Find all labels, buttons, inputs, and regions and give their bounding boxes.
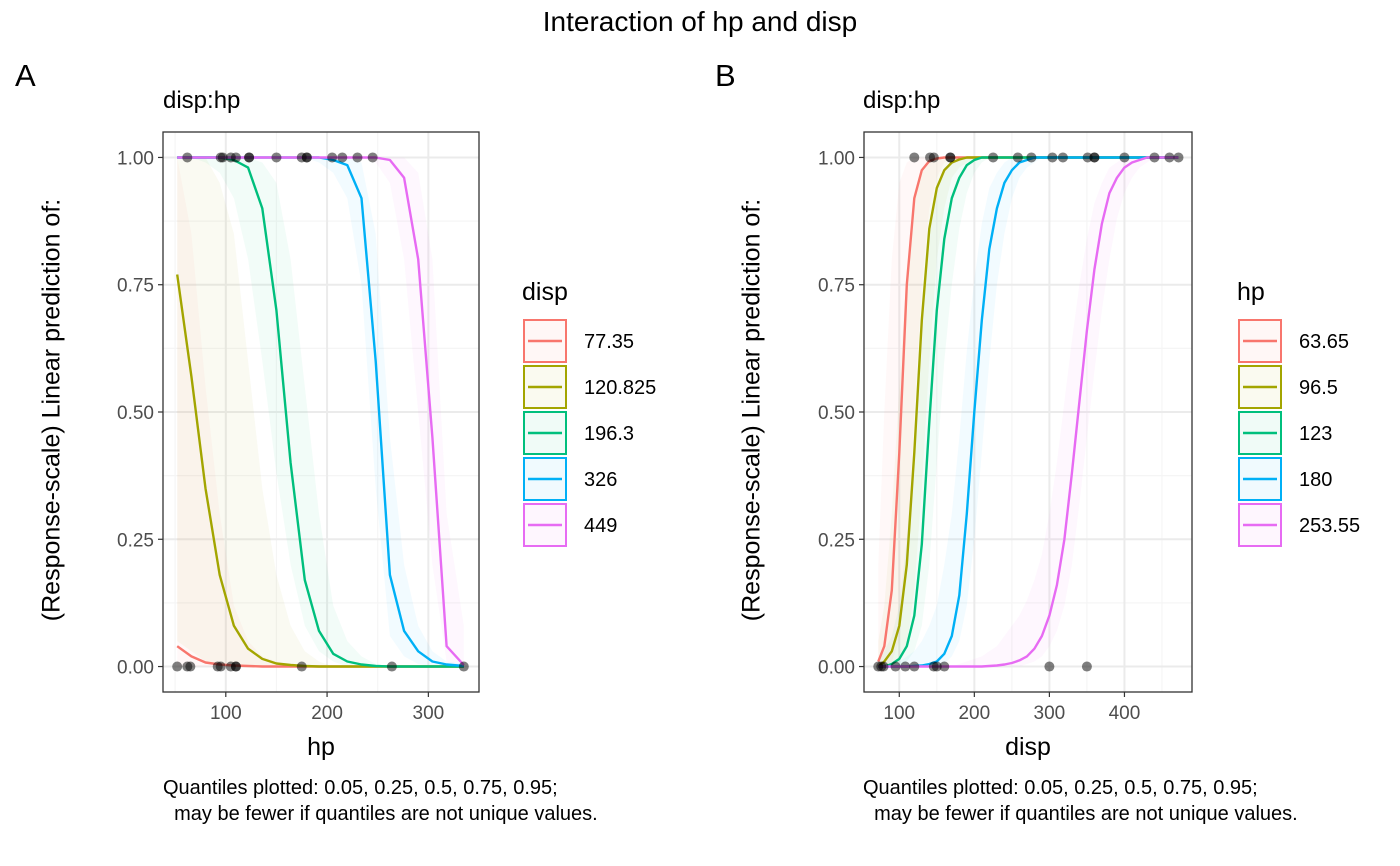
panel-a-x-tick-label: 100: [210, 703, 242, 724]
panel-a-data-point: [458, 661, 469, 672]
panel-b-y-tick-label: 0.25: [818, 530, 855, 551]
panel-b-data-point: [1026, 152, 1037, 163]
panel-a-legend-label-3: 326: [584, 469, 617, 491]
panel-a-legend-label-1: 120.825: [584, 377, 656, 399]
panel-a-band-1: [177, 157, 464, 667]
panel-b-data-point: [1149, 152, 1160, 163]
panel-tag-b: B: [715, 58, 736, 93]
panel-b-data-point: [909, 152, 920, 163]
panel-b: B disp:hp (Response-scale) Linear predic…: [700, 0, 1400, 866]
panel-b-y-tick-label: 0.50: [818, 403, 855, 424]
panel-a-data-point: [352, 152, 363, 163]
panel-a-band-0: [177, 157, 464, 667]
panel-a-legend: 77.35 120.825 196.3 326 449: [523, 319, 656, 547]
panel-a-data-point: [215, 661, 226, 672]
panel-a-data-point: [217, 152, 228, 163]
panel-b-band-3: [878, 157, 1179, 667]
panel-b-legend-label-2: 123: [1299, 423, 1332, 445]
panel-b-data-point: [1173, 152, 1184, 163]
panel-a-data-point: [271, 152, 282, 163]
panel-a-legend-label-4: 449: [584, 515, 617, 537]
panel-b-x-axis-label: disp: [1005, 733, 1051, 761]
panel-b-data-point: [1044, 661, 1055, 672]
panel-b-data-point: [890, 661, 901, 672]
panel-a-band-2: [177, 157, 464, 667]
panel-a-y-tick-label: 0.00: [117, 658, 154, 679]
panel-b-x-tick-label: 100: [883, 703, 915, 724]
panel-a-data-point: [244, 152, 255, 163]
panel-a-caption: Quantiles plotted: 0.05, 0.25, 0.5, 0.75…: [163, 777, 598, 825]
panel-b-data-point: [1089, 152, 1100, 163]
panel-b-data-point: [931, 661, 942, 672]
panel-b-data-point: [1119, 152, 1130, 163]
panel-b-legend-label-3: 180: [1299, 469, 1332, 491]
panel-b-data-point: [878, 661, 889, 672]
panel-a-data-point: [301, 152, 312, 163]
panel-a-plot: 0.00 0.25 0.50 0.75 1.00 100 200 300: [117, 131, 480, 724]
panel-a-data-point: [367, 152, 378, 163]
panel-a-x-tick-label: 300: [413, 703, 445, 724]
panel-a-data-point: [296, 661, 307, 672]
panel-a-legend-label-0: 77.35: [584, 331, 634, 353]
panel-a-x-axis-label: hp: [307, 733, 335, 761]
panel-b-y-tick-label: 0.00: [818, 658, 855, 679]
panel-a-data-point: [327, 152, 338, 163]
panel-a-legend-title: disp: [522, 278, 568, 306]
panel-b-y-tick-label: 1.00: [818, 148, 855, 169]
panel-b-legend-label-0: 63.65: [1299, 331, 1349, 353]
panel-a-data-point: [172, 661, 183, 672]
panel-tag-a: A: [15, 58, 36, 93]
panel-b-data-point: [1047, 152, 1058, 163]
panel-b-data-point: [900, 661, 911, 672]
panel-b-data-point: [988, 152, 999, 163]
panel-b-data-point: [928, 152, 939, 163]
panel-b-band-2: [878, 157, 1179, 667]
panel-b-data-point: [1164, 152, 1175, 163]
panel-b-subtitle: disp:hp: [863, 87, 941, 114]
panel-b-band-0: [878, 157, 1179, 667]
panel-b-data-point: [939, 661, 950, 672]
panel-b-data-point: [1081, 661, 1092, 672]
panel-a-y-tick-label: 0.50: [117, 403, 154, 424]
panel-a-y-tick-label: 0.25: [117, 530, 154, 551]
panel-a-data-point: [182, 152, 193, 163]
panel-b-legend: 63.65 96.5 123 180 253.55: [1238, 319, 1360, 547]
panel-a-subtitle: disp:hp: [163, 87, 241, 114]
panel-a-data-point: [386, 661, 397, 672]
panel-a-y-tick-label: 0.75: [117, 276, 154, 297]
panel-b-x-tick-label: 300: [1034, 703, 1066, 724]
panel-b-plot: 0.00 0.25 0.50 0.75 1.00 100 200 300 400: [818, 131, 1193, 724]
panel-b-legend-title: hp: [1237, 278, 1265, 306]
panel-b-legend-label-1: 96.5: [1299, 377, 1338, 399]
panel-a-band-3: [177, 157, 464, 667]
panel-a-data-point: [337, 152, 348, 163]
panel-b-band-4: [878, 157, 1179, 667]
panel-b-x-tick-label: 400: [1109, 703, 1141, 724]
panel-a-legend-label-2: 196.3: [584, 423, 634, 445]
panel-a-x-tick-label: 200: [311, 703, 343, 724]
panel-a-data-point: [230, 661, 241, 672]
panel-b-caption: Quantiles plotted: 0.05, 0.25, 0.5, 0.75…: [863, 777, 1298, 825]
panel-a: A disp:hp (Response-scale) Linear predic…: [15, 58, 656, 825]
figure-title: Interaction of hp and disp: [542, 6, 858, 37]
panel-b-data-point: [1012, 152, 1023, 163]
panel-b-legend-label-4: 253.55: [1299, 515, 1360, 537]
panel-a-data-point: [230, 152, 241, 163]
panel-a-data-point: [185, 661, 196, 672]
panel-a-y-tick-label: 1.00: [117, 148, 154, 169]
panel-b-y-tick-label: 0.75: [818, 276, 855, 297]
panel-b-data-point: [1057, 152, 1068, 163]
panel-b-x-tick-label: 200: [958, 703, 990, 724]
panel-b-data-point: [945, 152, 956, 163]
panel-b-series-line-4: [878, 156, 1179, 668]
panel-b-band-1: [878, 157, 1179, 667]
panel-b-data-point: [909, 661, 920, 672]
